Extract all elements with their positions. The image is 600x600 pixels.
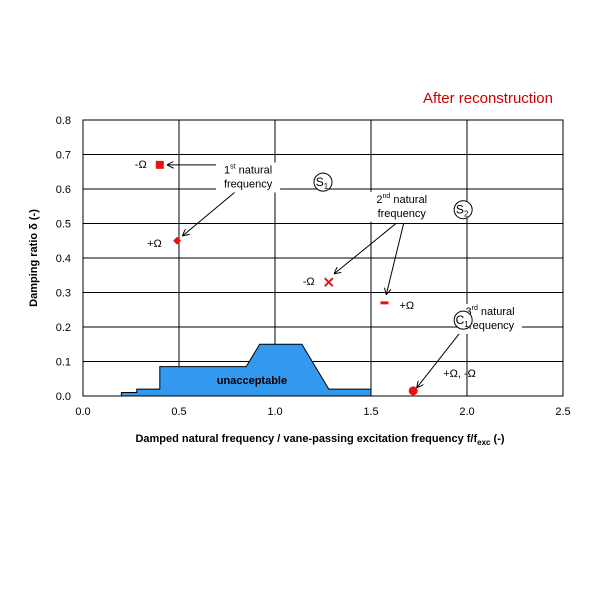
mode-circle: [453, 310, 473, 330]
x-tick-label: 0.0: [75, 406, 90, 418]
chart-title: After reconstruction: [423, 90, 553, 107]
data-point-s2-minus: [324, 277, 334, 287]
y-tick-label: 0.2: [56, 322, 71, 334]
y-tick-label: 0.8: [56, 115, 71, 127]
x-axis-title: Damped natural frequency / vane-passing …: [135, 433, 504, 447]
y-tick-label: 0.1: [56, 357, 71, 369]
grid: [83, 120, 563, 396]
data-point-c1: [408, 386, 418, 396]
unacceptable-region: [120, 343, 372, 397]
point-label: -Ω: [303, 276, 315, 288]
x-tick-label: 0.5: [171, 406, 186, 418]
annotation-arrow: [386, 223, 405, 295]
y-tick-label: 0.7: [56, 150, 71, 162]
x-axis-title-subscript: exc: [477, 438, 491, 447]
x-tick-label: 1.5: [363, 406, 378, 418]
y-tick-label: 0.5: [56, 219, 71, 231]
y-tick-label: 0.3: [56, 288, 71, 300]
point-label: -Ω: [135, 159, 147, 171]
y-tick-label: 0.4: [56, 253, 71, 265]
annotation-line2: frequency: [378, 208, 427, 220]
y-tick-label: 0.0: [56, 391, 71, 403]
mode-circle: [313, 172, 333, 192]
x-stroke: [324, 277, 334, 287]
data-point-s2-plus: [380, 301, 389, 305]
x-axis-title-main: Damped natural frequency / vane-passing …: [135, 433, 477, 445]
y-axis-title: Damping ratio δ (-): [28, 209, 40, 307]
plot-frame: [82, 119, 564, 397]
x-tick-label: 2.0: [459, 406, 474, 418]
mode-label: S1: [316, 175, 329, 191]
x-tick-label: 1.0: [267, 406, 282, 418]
annotation-bg: [369, 191, 434, 222]
annotation-line1: 3rd natural: [466, 305, 515, 318]
annotation-line2: frequency: [466, 320, 515, 332]
annotation-line2: frequency: [224, 178, 273, 190]
annotation-arrow: [417, 328, 464, 388]
annotation-arrow: [183, 190, 237, 236]
unacceptable-region-layer: unacceptable: [120, 343, 372, 397]
point-label: +Ω: [147, 238, 162, 250]
point-label: +Ω, -Ω: [443, 368, 476, 380]
x-axis-title-unit: (-): [491, 433, 505, 445]
x-tick-label: 2.5: [555, 406, 570, 418]
x-tick-labels: 0.0 0.5 1.0 1.5 2.0 2.5: [75, 406, 570, 418]
unacceptable-label: unacceptable: [217, 375, 287, 387]
annotation-line1: 1st natural: [224, 163, 272, 176]
point-label: +Ω: [399, 300, 414, 312]
mode-circle: [453, 200, 473, 220]
mode-label: C1: [456, 313, 470, 329]
annotation-arrow: [335, 223, 397, 274]
mode-labels: S1 S2 C1: [313, 172, 473, 330]
y-tick-label: 0.6: [56, 184, 71, 196]
y-tick-labels: 0.0 0.1 0.2 0.3 0.4 0.5 0.6 0.7 0.8: [56, 115, 71, 403]
point-labels: -Ω +Ω -Ω +Ω +Ω, -Ω: [135, 159, 476, 380]
data-points: [155, 160, 418, 396]
annotations: 1st natural frequency 2nd natural frequency…: [216, 162, 523, 334]
annotation-line1: 2nd natural: [376, 193, 427, 206]
data-point-s1-plus: [173, 236, 182, 245]
mode-label: S2: [456, 203, 469, 219]
data-point-s1-minus: [155, 160, 164, 169]
annotation-bg: [216, 162, 281, 193]
